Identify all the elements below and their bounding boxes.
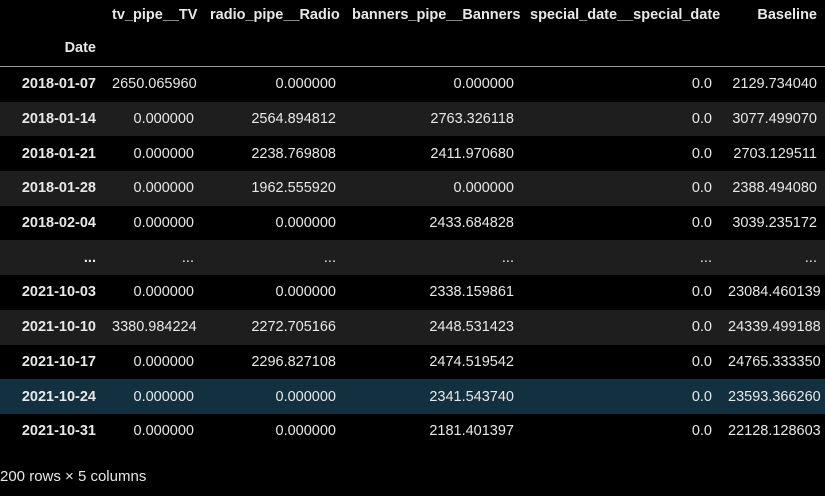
table-row: 2018-01-28 0.000000 1962.555920 0.000000 0.0… xyxy=(0,171,825,206)
row-index: 2018-02-04 xyxy=(21,215,96,232)
table-cell: 2448.531423 xyxy=(429,319,514,336)
table-row: 2018-01-07 2650.065960 0.000000 0.000000 0.0… xyxy=(0,66,825,102)
row-index: ... xyxy=(83,249,96,266)
row-index: 2021-10-10 xyxy=(21,319,96,336)
table-cell: 2181.401397 xyxy=(429,423,514,440)
table-cell: 0.000000 xyxy=(133,145,194,162)
dataframe-shape-caption: 200 rows × 5 columns xyxy=(0,468,147,485)
table-cell: 23084.460139 xyxy=(728,284,821,301)
table-cell: 0.000000 xyxy=(275,388,336,405)
table-cell: 2650.065960 xyxy=(112,76,197,93)
table-cell: 0.0 xyxy=(691,353,712,370)
table-cell: 2763.326118 xyxy=(430,111,514,128)
table-cell: 0.000000 xyxy=(133,215,194,232)
table-cell: ... xyxy=(699,249,712,266)
table-cell: 2129.734040 xyxy=(732,76,817,93)
column-header-row: tv_pipe__TV radio_pipe__Radio banners_pi… xyxy=(0,0,825,30)
table-row: 2021-10-03 0.000000 0.000000 2338.159861 0.0… xyxy=(0,275,825,310)
table-cell: ... xyxy=(181,249,194,266)
dataframe-table: tv_pipe__TV radio_pipe__Radio banners_pi… xyxy=(0,0,825,449)
table-cell: 24339.499188 xyxy=(728,319,821,336)
table-cell: 2338.159861 xyxy=(429,284,514,301)
table-row: 2021-10-17 0.000000 2296.827108 2474.519542… xyxy=(0,344,825,380)
table-cell: 0.000000 xyxy=(133,284,194,301)
table-body: 2018-01-07 2650.065960 0.000000 0.000000 0.0… xyxy=(0,66,825,449)
index-name-header: Date xyxy=(0,30,104,67)
table-cell: 3039.235172 xyxy=(732,215,817,232)
table-cell: 0.0 xyxy=(691,111,712,128)
table-cell: 0.000000 xyxy=(133,111,194,128)
index-header-row: Date xyxy=(0,30,825,67)
table-cell: 0.0 xyxy=(691,145,712,162)
row-index: 2021-10-31 xyxy=(21,423,96,440)
row-index: 2021-10-03 xyxy=(21,284,96,301)
table-cell: 3380.984224 xyxy=(112,319,197,336)
row-index: 2018-01-07 xyxy=(21,76,96,93)
table-row: 2021-10-10 3380.984224 2272.705166 2448.531… xyxy=(0,309,825,345)
table-cell: 2238.769808 xyxy=(251,145,336,162)
row-index: 2018-01-14 xyxy=(21,111,96,128)
column-header: banners_pipe__Banners xyxy=(352,7,521,23)
table-cell: 0.0 xyxy=(691,215,712,232)
table-cell: 2564.894812 xyxy=(251,111,336,128)
table-cell: 1962.555920 xyxy=(251,180,336,197)
column-header: tv_pipe__TV xyxy=(112,7,198,23)
table-cell: 0.0 xyxy=(691,423,712,440)
row-index: 2018-01-28 xyxy=(21,180,96,197)
table-row: .................. xyxy=(0,240,825,276)
table-cell: 24765.333350 xyxy=(728,353,821,370)
table-cell: ... xyxy=(501,249,514,266)
table-cell: ... xyxy=(804,249,817,266)
table-cell: 0.000000 xyxy=(133,423,194,440)
table-cell: 0.000000 xyxy=(453,76,514,93)
table-row: 2021-10-31 0.000000 0.000000 2181.401397 0.0… xyxy=(0,413,825,449)
row-index: 2021-10-17 xyxy=(21,353,96,370)
table-cell: 2474.519542 xyxy=(429,353,514,370)
table-row: 2018-01-21 0.000000 2238.769808 2411.970680… xyxy=(0,136,825,172)
dataframe-output: tv_pipe__TV radio_pipe__Radio banners_pi… xyxy=(0,0,825,449)
table-cell: 2703.129511 xyxy=(733,145,817,162)
table-cell: 3077.499070 xyxy=(732,111,817,128)
table-cell: 0.000000 xyxy=(275,76,336,93)
table-cell: 0.000000 xyxy=(453,180,514,197)
column-header: radio_pipe__Radio xyxy=(210,7,340,23)
table-cell: 0.000000 xyxy=(275,215,336,232)
table-cell: 22128.128603 xyxy=(728,423,821,440)
row-index: 2018-01-21 xyxy=(21,145,96,162)
table-cell: 0.000000 xyxy=(133,353,194,370)
column-header: Baseline xyxy=(757,7,817,23)
table-cell: 0.0 xyxy=(691,319,712,336)
table-cell: 0.000000 xyxy=(133,180,194,197)
table-cell: ... xyxy=(323,249,336,266)
table-cell: 0.0 xyxy=(691,76,712,93)
column-header: special_date__special_date xyxy=(530,7,720,23)
table-cell: 23593.366260 xyxy=(728,388,821,405)
table-row: 2018-01-14 0.000000 2564.894812 2763.326118… xyxy=(0,101,825,137)
table-cell: 2272.705166 xyxy=(251,319,336,336)
table-cell: 2411.970680 xyxy=(430,145,514,162)
table-cell: 2433.684828 xyxy=(429,215,514,232)
row-index: 2021-10-24 xyxy=(21,388,96,405)
table-cell: 2341.543740 xyxy=(429,388,514,405)
table-cell: 0.0 xyxy=(691,284,712,301)
table-cell: 0.0 xyxy=(691,388,712,405)
table-cell: 0.000000 xyxy=(275,423,336,440)
table-row: 2021-10-24 0.000000 0.000000 2341.543740 0.0… xyxy=(0,379,825,414)
table-cell: 0.0 xyxy=(691,180,712,197)
table-cell: 2296.827108 xyxy=(251,353,336,370)
table-cell: 0.000000 xyxy=(275,284,336,301)
table-cell: 2388.494080 xyxy=(732,180,817,197)
table-row: 2018-02-04 0.000000 0.000000 2433.684828 0.0… xyxy=(0,205,825,241)
table-cell: 0.000000 xyxy=(133,388,194,405)
corner-header xyxy=(0,0,104,30)
